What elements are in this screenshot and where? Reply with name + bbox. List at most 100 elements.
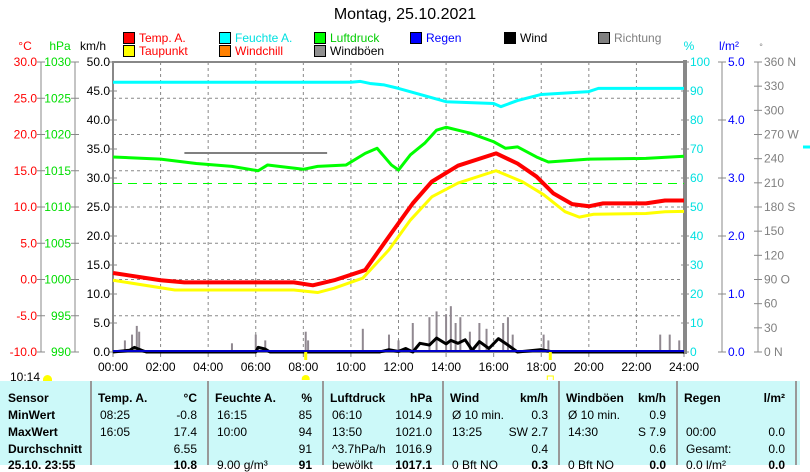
table-cell-value: 0.0 (768, 458, 785, 472)
day-length: 10:14 (10, 370, 53, 384)
legend-label: Wind (520, 31, 548, 45)
legend-item-richtung: Richtung (598, 31, 661, 45)
table-cell: 13:25 (452, 425, 483, 439)
table-cell-value: 0.0 (768, 425, 785, 439)
table-header: Wind (450, 391, 480, 405)
table-header: Regen (684, 391, 721, 405)
table-header: Feuchte A. (215, 391, 276, 405)
legend-swatch (219, 45, 231, 57)
table-header-sensor: Sensor (8, 391, 49, 405)
table-cell-value: 0.0 (768, 442, 785, 456)
humidity-tick-label: 30 (690, 258, 704, 272)
sun-icon (43, 375, 53, 381)
table-cell: 08:25 (100, 408, 131, 422)
table-cell-value: 94 (298, 425, 312, 439)
pressure-tick-label: 995 (51, 309, 71, 323)
table-cell: 16:15 (217, 408, 248, 422)
table-row-label: 25.10. 23:55 (8, 458, 76, 472)
wind-tick-label: 10.0 (87, 287, 111, 301)
direction-tick-label: 60 (764, 297, 778, 311)
table-cell-value: 91 (298, 458, 312, 472)
humidity-tick-label: 70 (690, 142, 704, 156)
table-header-unit: hPa (409, 391, 432, 405)
wind-tick-label: 5.0 (93, 316, 110, 330)
temp-tick-label: 30.0 (14, 55, 38, 69)
humidity-tick-label: 0 (690, 345, 697, 359)
table-header-unit: l/m² (763, 391, 785, 405)
legend-swatch (410, 32, 422, 44)
table-cell-value: 1014.9 (395, 408, 432, 422)
legend-label: Windböen (330, 44, 385, 58)
table-header-unit: % (301, 391, 312, 405)
table-cell-value: 0.6 (649, 442, 666, 456)
legend-label: Richtung (614, 31, 662, 45)
table-cell-value: 85 (298, 408, 312, 422)
x-tick-label: 12:00 (383, 360, 413, 374)
table-cell-value: 6.55 (173, 442, 197, 456)
direction-tick-label: 330 (764, 79, 784, 93)
table-cell: 16:05 (100, 425, 131, 439)
x-tick-label: 24:00 (669, 360, 699, 374)
pressure-tick-label: 1015 (44, 164, 71, 178)
table-cell: Ø 10 min. (568, 408, 621, 422)
x-tick-label: 16:00 (479, 360, 509, 374)
x-tick-label: 14:00 (431, 360, 461, 374)
legend-label: Feuchte A. (235, 31, 293, 45)
series-taupunkt (112, 169, 685, 295)
legend-item-luftdruck: Luftdruck (314, 31, 379, 45)
wind-tick-label: 50.0 (87, 55, 111, 69)
table-column-divider (90, 381, 92, 465)
direction-tick-label: 90 O (764, 273, 790, 287)
legend-swatch (314, 32, 326, 44)
direction-tick-label: 360 N (764, 55, 796, 69)
table-row-label: MinWert (8, 408, 56, 422)
legend-item-windböen: Windböen (314, 44, 384, 58)
humidity-tick-label: 50 (690, 200, 704, 214)
legend-swatch (504, 32, 516, 44)
x-tick-label: 02:00 (146, 360, 176, 374)
table-column-divider (795, 381, 797, 465)
wind-tick-label: 20.0 (87, 229, 111, 243)
wind-tick-label: 30.0 (87, 171, 111, 185)
legend-label: Windchill (235, 44, 284, 58)
rain-axis-title: l/m² (719, 39, 739, 53)
direction-tick-label: 270 W (764, 128, 799, 142)
temp-tick-label: 25.0 (14, 91, 38, 105)
table-cell-value: 1017.1 (395, 458, 432, 472)
legend-swatch (123, 45, 135, 57)
table-column-divider (207, 381, 209, 465)
rain-tick-label: 2.0 (728, 229, 745, 243)
statistics-table: Sensor Temp. A. °C Feuchte A.% Luftdruck hPa W… (0, 381, 800, 472)
direction-tick-label: 180 S (764, 200, 795, 214)
table-cell: 0 Bft NO (452, 458, 499, 472)
wind-tick-label: 45.0 (87, 84, 111, 98)
legend-item-windchill: Windchill (219, 44, 283, 58)
humidity-tick-label: 20 (690, 287, 704, 301)
legend-label: Temp. A. (139, 31, 186, 45)
weather-chart: 00:00 02:00 04:00 06:00 08:00 10:00 12:00 14:00… (10, 39, 810, 380)
pressure-tick-label: 1025 (44, 91, 71, 105)
wind-axis-title: km/h (80, 39, 106, 53)
x-tick-label: 10:00 (336, 360, 366, 374)
table-row-label: Durchschnitt (8, 442, 83, 456)
table-column-divider (322, 381, 324, 465)
direction-tick-label: 210 (764, 176, 784, 190)
legend-item-regen: Regen (410, 31, 461, 45)
table-cell: 0 Bft NO (568, 458, 615, 472)
table-header: Windböen (566, 391, 624, 405)
wind-tick-label: 25.0 (87, 200, 111, 214)
pressure-tick-label: 1000 (44, 273, 71, 287)
rain-tick-label: 3.0 (728, 171, 745, 185)
legend-item-taupunkt: Taupunkt (123, 44, 188, 58)
x-tick-label: 18:00 (526, 360, 556, 374)
wind-tick-label: 35.0 (87, 142, 111, 156)
series-feuchte-a- (113, 79, 684, 109)
humidity-tick-label: 90 (690, 84, 704, 98)
legend-item-wind: Wind (504, 31, 547, 45)
table-header-unit: km/h (637, 391, 666, 405)
table-header: Temp. A. (98, 391, 148, 405)
legend-item-feuchte-a-: Feuchte A. (219, 31, 292, 45)
chart-title: Montag, 25.10.2021 (333, 6, 477, 23)
table-cell-value: 1016.9 (395, 442, 432, 456)
table-cell-value: 0.3 (531, 458, 548, 472)
